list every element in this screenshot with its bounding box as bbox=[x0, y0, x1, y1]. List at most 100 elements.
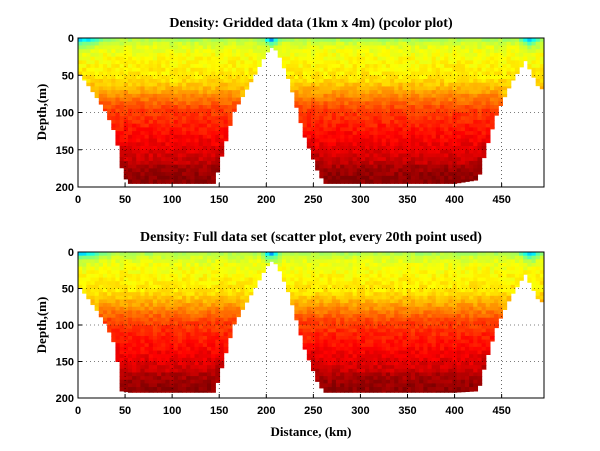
heatmap-cell bbox=[194, 123, 200, 128]
scatter-point bbox=[186, 281, 191, 286]
heatmap-cell bbox=[489, 45, 495, 50]
heatmap-cell bbox=[448, 134, 454, 140]
heatmap-cell bbox=[452, 97, 458, 102]
heatmap-cell bbox=[352, 90, 358, 95]
scatter-point bbox=[140, 288, 146, 293]
heatmap-cell bbox=[439, 101, 445, 106]
heatmap-cell bbox=[481, 56, 487, 61]
heatmap-cell bbox=[173, 67, 179, 73]
heatmap-cell bbox=[535, 45, 541, 50]
scatter-point bbox=[177, 252, 183, 257]
heatmap-cell bbox=[161, 41, 166, 47]
heatmap-cell bbox=[423, 160, 429, 166]
heatmap-cell bbox=[381, 78, 387, 84]
heatmap-cell bbox=[107, 56, 112, 61]
heatmap-cell bbox=[244, 64, 250, 69]
scatter-point bbox=[252, 284, 258, 288]
scatter-point bbox=[115, 303, 121, 308]
scatter-point bbox=[177, 292, 183, 297]
heatmap-cell bbox=[415, 82, 420, 88]
heatmap-cell bbox=[369, 112, 375, 117]
scatter-point bbox=[206, 284, 212, 290]
heatmap-cell bbox=[431, 60, 437, 65]
scatter-point bbox=[240, 252, 246, 257]
scatter-point bbox=[323, 328, 329, 333]
heatmap-cell bbox=[157, 41, 162, 47]
heatmap-cell bbox=[481, 78, 487, 84]
scatter-point bbox=[202, 368, 208, 374]
scatter-point bbox=[119, 361, 125, 366]
heatmap-cell bbox=[198, 116, 204, 121]
heatmap-cell bbox=[190, 90, 196, 95]
heatmap-cell bbox=[311, 97, 316, 102]
heatmap-cell bbox=[319, 153, 325, 158]
heatmap-cell bbox=[435, 49, 441, 54]
heatmap-cell bbox=[169, 97, 175, 102]
scatter-point bbox=[311, 259, 316, 264]
heatmap-cell bbox=[194, 149, 200, 155]
scatter-point bbox=[136, 262, 142, 268]
heatmap-cell bbox=[177, 108, 183, 114]
heatmap-cell bbox=[464, 64, 470, 69]
heatmap-cell bbox=[206, 60, 212, 65]
scatter-point bbox=[94, 262, 100, 268]
scatter-point bbox=[206, 332, 212, 337]
heatmap-cell bbox=[177, 105, 183, 110]
scatter-point bbox=[206, 306, 212, 311]
heatmap-cell bbox=[211, 172, 216, 177]
heatmap-cell bbox=[240, 49, 246, 54]
scatter-point bbox=[111, 281, 117, 286]
heatmap-cell bbox=[152, 86, 158, 91]
heatmap-cell bbox=[252, 60, 258, 65]
heatmap-cell bbox=[182, 168, 187, 173]
scatter-point bbox=[98, 273, 104, 279]
scatter-point bbox=[294, 303, 300, 308]
heatmap-cell bbox=[444, 146, 449, 151]
heatmap-cell bbox=[435, 56, 441, 61]
heatmap-cell bbox=[344, 60, 350, 65]
heatmap-cell bbox=[102, 41, 108, 47]
heatmap-cell bbox=[319, 75, 325, 80]
scatter-point bbox=[223, 303, 229, 308]
heatmap-cell bbox=[494, 86, 499, 91]
heatmap-cell bbox=[485, 93, 491, 99]
heatmap-cell bbox=[419, 38, 424, 43]
scatter-point bbox=[315, 259, 320, 264]
heatmap-cell bbox=[419, 86, 424, 91]
scatter-point bbox=[115, 335, 121, 341]
scatter-point bbox=[211, 262, 216, 268]
scatter-point bbox=[269, 252, 275, 257]
scatter-point bbox=[227, 284, 233, 290]
heatmap-cell bbox=[456, 123, 462, 128]
scatter-point bbox=[182, 343, 187, 348]
heatmap-cell bbox=[286, 67, 291, 73]
heatmap-cell bbox=[456, 52, 462, 58]
heatmap-cell bbox=[427, 38, 433, 43]
heatmap-cell bbox=[335, 97, 341, 102]
heatmap-cell bbox=[448, 142, 454, 147]
heatmap-cell bbox=[377, 75, 383, 80]
scatter-point bbox=[311, 339, 316, 344]
scatter-point bbox=[277, 255, 283, 260]
heatmap-cell bbox=[315, 123, 320, 128]
heatmap-cell bbox=[132, 38, 137, 43]
heatmap-cell bbox=[385, 127, 391, 132]
scatter-point bbox=[136, 292, 142, 297]
heatmap-cell bbox=[356, 134, 362, 140]
scatter-point bbox=[236, 259, 241, 264]
scatter-point bbox=[223, 339, 229, 344]
heatmap-cell bbox=[360, 123, 366, 128]
scatter-point bbox=[198, 361, 204, 366]
heatmap-cell bbox=[344, 149, 350, 155]
heatmap-cell bbox=[481, 153, 487, 158]
heatmap-cell bbox=[206, 134, 212, 140]
heatmap-cell bbox=[319, 60, 325, 65]
scatter-point bbox=[273, 259, 279, 264]
heatmap-cell bbox=[206, 160, 212, 166]
scatter-point bbox=[219, 350, 225, 355]
heatmap-cell bbox=[215, 45, 221, 50]
scatter-point bbox=[281, 277, 287, 282]
scatter-point bbox=[286, 281, 291, 286]
scatter-point bbox=[136, 332, 142, 337]
scatter-point bbox=[161, 310, 166, 315]
